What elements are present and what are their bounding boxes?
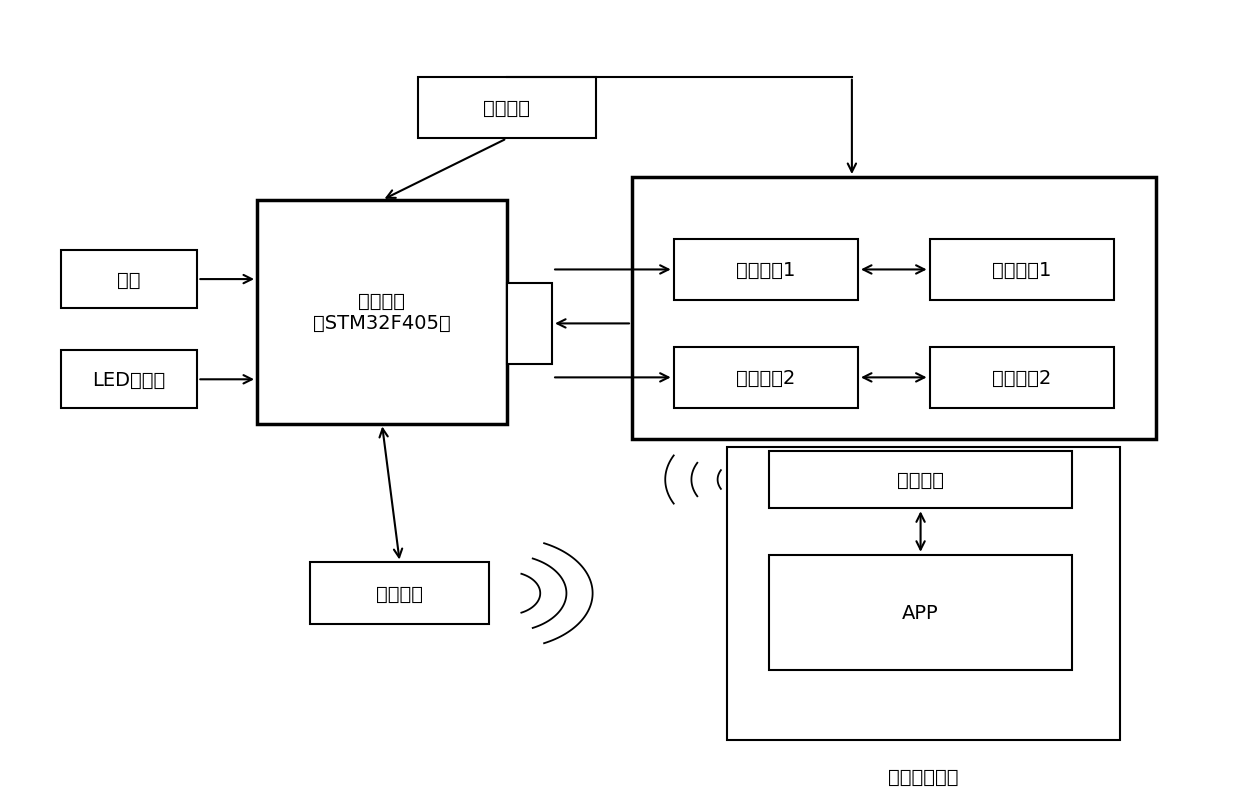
- Text: 云台电机2: 云台电机2: [992, 368, 1052, 387]
- Text: 云台驱动2: 云台驱动2: [737, 368, 796, 387]
- Text: 电源模块: 电源模块: [484, 99, 531, 118]
- Bar: [632, 178, 1156, 439]
- Text: LED指示灯: LED指示灯: [92, 371, 166, 389]
- Bar: [930, 347, 1114, 409]
- Bar: [507, 284, 552, 364]
- Bar: [769, 451, 1073, 508]
- Bar: [673, 239, 858, 301]
- Bar: [418, 78, 596, 140]
- Text: 用户智能手机: 用户智能手机: [888, 767, 959, 786]
- Text: 蓝牙模块: 蓝牙模块: [897, 471, 944, 489]
- Bar: [61, 351, 197, 409]
- Bar: [930, 239, 1114, 301]
- Bar: [310, 563, 489, 624]
- Bar: [727, 448, 1120, 739]
- Text: APP: APP: [903, 603, 939, 622]
- Bar: [673, 347, 858, 409]
- Bar: [257, 200, 507, 424]
- Bar: [61, 251, 197, 309]
- Text: 蓝牙模块: 蓝牙模块: [376, 584, 423, 603]
- Text: 云台主控
（STM32F405）: 云台主控 （STM32F405）: [312, 292, 451, 333]
- Bar: [769, 555, 1073, 670]
- Text: 开关: 开关: [118, 270, 140, 290]
- Text: 云台电机1: 云台电机1: [992, 261, 1052, 280]
- Text: 云台驱动1: 云台驱动1: [737, 261, 796, 280]
